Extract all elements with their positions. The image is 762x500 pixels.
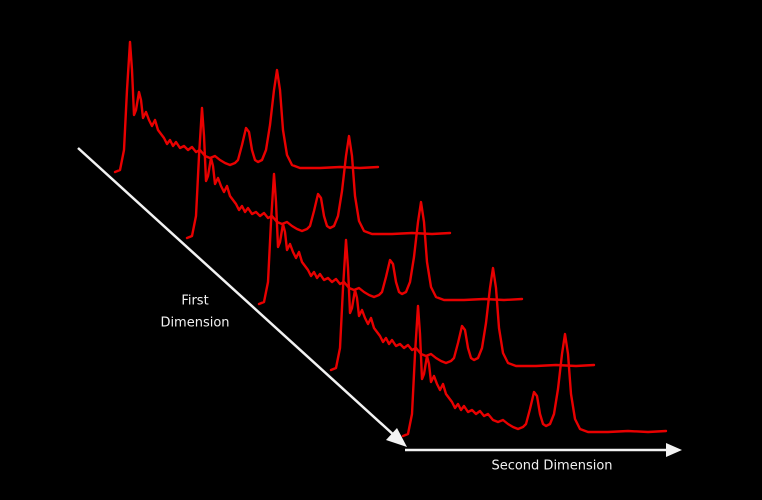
arrow-head <box>666 443 682 457</box>
arrow-head <box>386 428 407 447</box>
axis-label: Dimension <box>160 316 229 331</box>
axis-label: First <box>181 294 208 309</box>
axis-label: Second Dimension <box>491 459 612 474</box>
second-axis-arrow <box>405 443 682 457</box>
first-axis-arrow <box>77 147 407 447</box>
arrow-line <box>77 147 397 438</box>
